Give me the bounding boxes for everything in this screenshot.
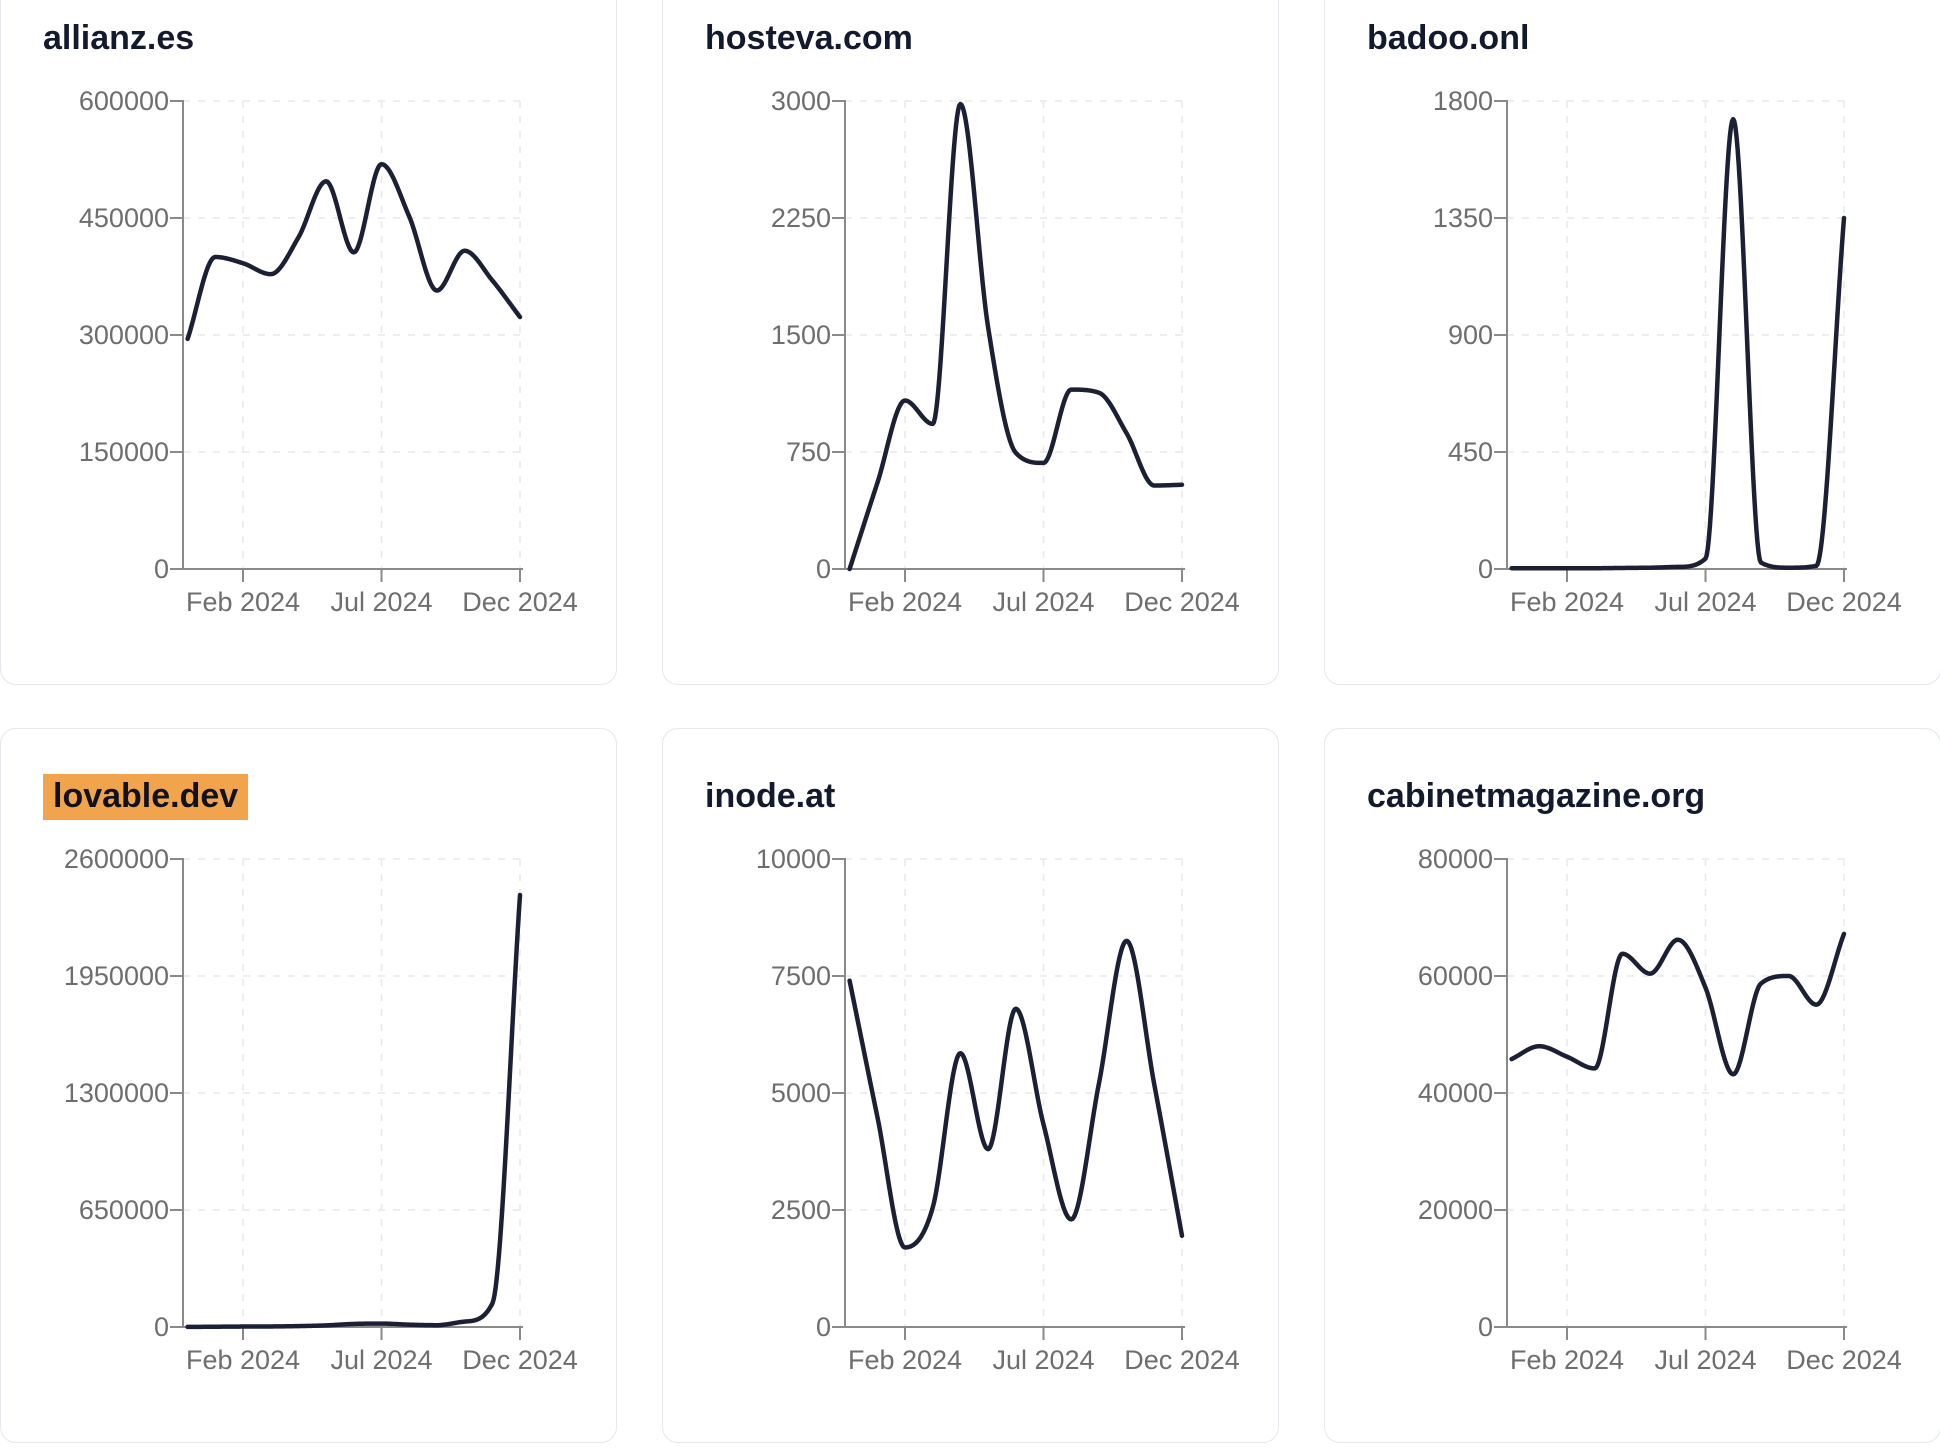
line-chart: 0 450 900 1350 1800 Feb 2024 Jul 2024 Dec 2024 [1433,86,1902,617]
x-tick-label: Dec 2024 [1786,587,1902,617]
x-tick-label: Feb 2024 [848,587,962,617]
y-tick-label: 0 [816,554,831,584]
data-line [185,892,523,1330]
axes [832,100,1185,582]
line-chart: 0 20000 40000 60000 80000 Feb 2024 Jul 2024 Dec… [1418,844,1902,1375]
y-tick-label: 1950000 [64,961,169,991]
x-tick-label: Feb 2024 [1510,587,1624,617]
y-tick-label: 2250 [771,203,831,233]
gridlines [1507,100,1846,569]
line-chart: 0 650000 1300000 1950000 2600000 Feb 2024 Jul … [64,844,578,1375]
y-tick-label: 750 [786,437,831,467]
x-tick-label: Jul 2024 [992,587,1094,617]
chart-title-text: hosteva.com [705,19,913,57]
y-tick-label: 2500 [771,1195,831,1225]
gridlines [845,858,1184,1327]
chart-card-badoo.onl[interactable]: badoo.onl 0 450 900 1350 1800 Feb 2024 Jul 2024… [1324,0,1940,685]
data-line [1509,116,1847,571]
y-tick-label: 10000 [756,844,831,874]
gridlines [845,100,1184,569]
y-tick-label: 80000 [1418,844,1493,874]
x-tick-label: Dec 2024 [462,1345,578,1375]
y-tick-label: 1800 [1433,86,1493,116]
y-tick-label: 40000 [1418,1078,1493,1108]
y-tick-label: 0 [154,1312,169,1342]
x-tick-label: Dec 2024 [1786,1345,1902,1375]
y-tick-label: 650000 [79,1195,169,1225]
data-line [847,101,1185,572]
y-tick-label: 60000 [1418,961,1493,991]
chart-title: cabinetmagazine.org [1367,775,1705,818]
gridlines [183,858,522,1327]
chart-card-lovable.dev[interactable]: lovable.dev 0 650000 1300000 1950000 2600000 F… [0,728,617,1443]
data-line [185,161,523,342]
chart-card-cabinetmagazine.org[interactable]: cabinetmagazine.org 0 20000 40000 60000 80000… [1324,728,1940,1443]
chart-title-text: cabinetmagazine.org [1367,777,1706,815]
y-tick-label: 1500 [771,320,831,350]
data-line [847,938,1185,1250]
y-tick-label: 20000 [1418,1195,1493,1225]
y-tick-label: 300000 [79,320,169,350]
x-tick-label: Dec 2024 [462,587,578,617]
chart-title-text: inode.at [705,777,836,815]
x-tick-label: Jul 2024 [330,587,432,617]
axes [170,100,523,582]
chart-title-text: allianz.es [43,19,195,57]
y-tick-label: 450000 [79,203,169,233]
axes [170,858,523,1340]
x-tick-label: Feb 2024 [186,587,300,617]
x-tick-label: Feb 2024 [848,1345,962,1375]
data-line [1509,931,1847,1077]
y-tick-label: 450 [1448,437,1493,467]
x-tick-label: Jul 2024 [1654,587,1756,617]
gridlines [1507,858,1846,1327]
chart-title-text-highlighted: lovable.dev [43,774,249,820]
axes [832,858,1185,1340]
chart-card-hosteva.com[interactable]: hosteva.com 0 750 1500 2250 3000 Feb 2024 Jul 2… [662,0,1279,685]
line-chart: 0 2500 5000 7500 10000 Feb 2024 Jul 2024 Dec 20… [756,844,1240,1375]
line-chart: 0 750 1500 2250 3000 Feb 2024 Jul 2024 Dec 2024 [771,86,1240,617]
y-tick-label: 5000 [771,1078,831,1108]
x-tick-label: Jul 2024 [330,1345,432,1375]
y-tick-label: 150000 [79,437,169,467]
chart-title: inode.at [705,775,835,818]
x-tick-label: Dec 2024 [1124,587,1240,617]
chart-title: badoo.onl [1367,17,1529,60]
chart-title-text: badoo.onl [1367,19,1530,57]
chart-title: allianz.es [43,17,194,60]
y-tick-label: 600000 [79,86,169,116]
y-tick-label: 0 [1478,554,1493,584]
axes [1494,100,1847,582]
y-tick-label: 1350 [1433,203,1493,233]
chart-title: lovable.dev [43,774,249,820]
y-tick-label: 900 [1448,320,1493,350]
x-tick-label: Dec 2024 [1124,1345,1240,1375]
y-tick-label: 0 [816,1312,831,1342]
chart-card-inode.at[interactable]: inode.at 0 2500 5000 7500 10000 Feb 2024 Jul 20… [662,728,1279,1443]
y-tick-label: 0 [154,554,169,584]
x-tick-label: Jul 2024 [992,1345,1094,1375]
y-tick-label: 3000 [771,86,831,116]
x-tick-label: Feb 2024 [1510,1345,1624,1375]
x-tick-label: Feb 2024 [186,1345,300,1375]
axes [1494,858,1847,1340]
y-tick-label: 1300000 [64,1078,169,1108]
y-tick-label: 0 [1478,1312,1493,1342]
y-tick-label: 7500 [771,961,831,991]
line-chart: 0 150000 300000 450000 600000 Feb 2024 Jul 202… [79,86,578,617]
x-tick-label: Jul 2024 [1654,1345,1756,1375]
gridlines [183,100,522,569]
y-tick-label: 2600000 [64,844,169,874]
chart-card-allianz.es[interactable]: allianz.es 0 150000 300000 450000 600000 Feb 2… [0,0,617,685]
chart-title: hosteva.com [705,17,913,60]
